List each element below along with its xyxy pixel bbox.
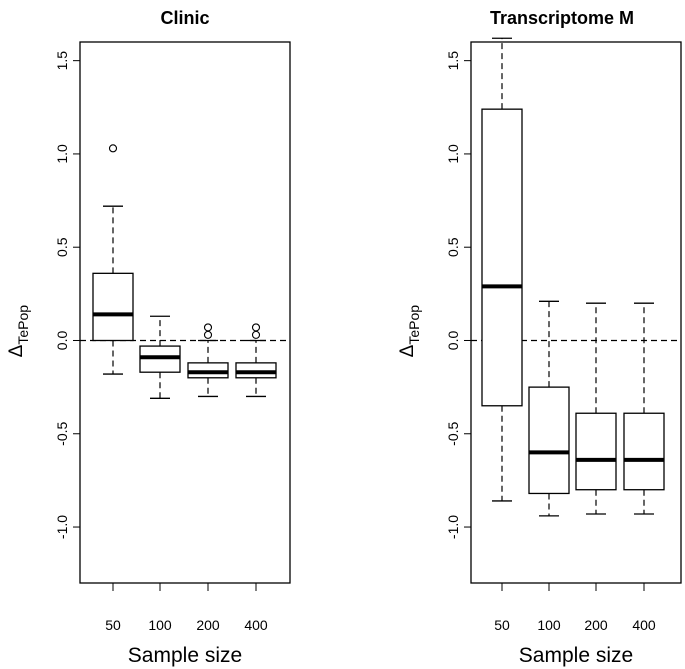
box-body	[92, 272, 134, 342]
box-400	[623, 302, 665, 515]
y-axis-label-symbol: Δ	[397, 344, 418, 357]
chart-title: Clinic	[160, 8, 209, 28]
chart-title: Transcriptome M	[490, 8, 634, 28]
box-200	[575, 302, 617, 515]
y-axis-label: ΔTePop	[397, 305, 422, 358]
chart-panel: Transcriptome M -1.0 -0.5 0.0 0.5 1.0 1.5 ΔTePo…	[397, 8, 682, 667]
y-axis-label-subscript: TePop	[406, 305, 422, 345]
box-body	[481, 108, 523, 407]
box-50	[481, 37, 523, 502]
y-tick-label: 0.0	[445, 331, 461, 351]
y-tick-label: -0.5	[54, 421, 70, 445]
box-body	[623, 412, 665, 491]
box-body	[575, 412, 617, 491]
y-tick-label: 1.0	[54, 144, 70, 164]
y-axis-label-subscript: TePop	[15, 305, 31, 345]
y-tick-label: -1.0	[54, 515, 70, 539]
x-tick-label: 50	[105, 617, 121, 633]
y-tick-label: 1.0	[445, 144, 461, 164]
outlier-point	[251, 323, 261, 332]
box-100	[139, 315, 181, 399]
x-tick-label: 200	[584, 617, 608, 633]
box-400	[235, 323, 277, 398]
plot-frame	[470, 41, 682, 584]
y-tick-label: 1.5	[54, 51, 70, 71]
outlier-point	[203, 330, 213, 339]
y-tick-label: -1.0	[445, 515, 461, 539]
y-axis-label-symbol: Δ	[6, 344, 27, 357]
chart-panel: Clinic -1.0 -0.5 0.0 0.5 1.0 1.5 ΔTePop 50 100 200…	[6, 8, 291, 667]
y-axis: -1.0 -0.5 0.0 0.5 1.0 1.5	[445, 51, 471, 539]
y-tick-label: -0.5	[445, 421, 461, 445]
plot-frame	[79, 41, 291, 584]
y-tick-label: 0.0	[54, 331, 70, 351]
y-tick-label: 0.5	[445, 237, 461, 257]
x-tick-label: 200	[196, 617, 220, 633]
x-tick-label: 400	[632, 617, 656, 633]
y-tick-label: 1.5	[445, 51, 461, 71]
y-tick-label: 0.5	[54, 237, 70, 257]
x-axis-label: Sample size	[519, 644, 633, 667]
box-50	[92, 144, 134, 375]
outlier-point	[251, 330, 261, 339]
x-axis: 50 100 200 400	[105, 583, 268, 633]
y-axis: -1.0 -0.5 0.0 0.5 1.0 1.5	[54, 51, 80, 539]
box-body	[528, 386, 570, 495]
x-tick-label: 400	[244, 617, 268, 633]
outlier-point	[108, 144, 118, 153]
box-100	[528, 300, 570, 517]
box-200	[187, 323, 229, 398]
x-axis-label: Sample size	[128, 644, 242, 667]
x-axis: 50 100 200 400	[494, 583, 656, 633]
x-tick-label: 100	[537, 617, 561, 633]
x-tick-label: 50	[494, 617, 510, 633]
outlier-point	[203, 323, 213, 332]
x-tick-label: 100	[148, 617, 172, 633]
y-axis-label: ΔTePop	[6, 305, 31, 358]
